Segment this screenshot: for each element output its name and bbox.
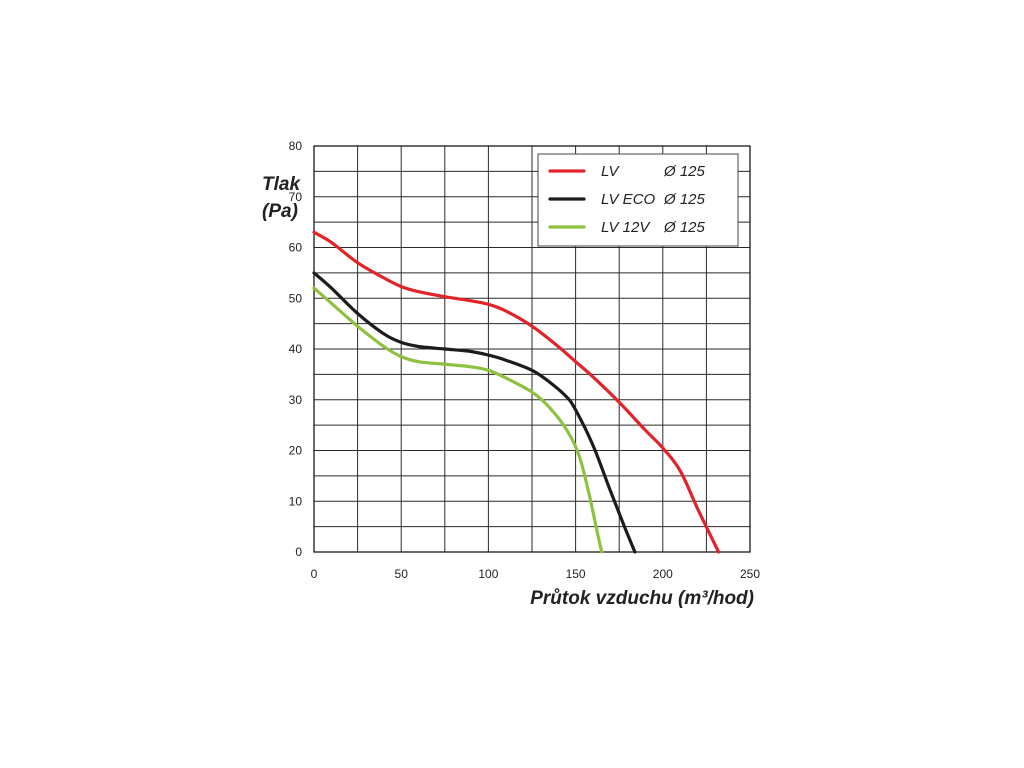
- y-tick-label: 60: [289, 241, 303, 255]
- y-tick-label: 20: [289, 444, 303, 458]
- plot-frame: [313, 145, 751, 553]
- grid: [313, 145, 751, 553]
- series-line-1: [312, 230, 721, 554]
- x-tick-label: 150: [566, 567, 586, 581]
- legend-series-name-3: LV 12V: [601, 219, 651, 236]
- y-axis-title-line2: (Pa): [262, 201, 298, 222]
- legend: LV Ø 125 LV ECO Ø 125 LV 12V Ø 125: [537, 153, 739, 247]
- y-tick-label: 30: [289, 393, 303, 407]
- x-tick-label: 100: [478, 567, 498, 581]
- legend-series-name-1: LV: [601, 163, 621, 180]
- legend-series-diameter-2: Ø 125: [663, 191, 706, 208]
- x-tick-label: 250: [740, 567, 760, 581]
- y-axis-title-line1: Tlak: [262, 174, 301, 195]
- y-tick-label: 0: [295, 545, 302, 559]
- y-tick-label: 50: [289, 291, 303, 305]
- x-tick-label: 200: [653, 567, 673, 581]
- y-tick-label: 70: [289, 190, 303, 204]
- series-line-2: [312, 271, 637, 554]
- y-tick-label: 10: [289, 494, 303, 508]
- legend-series-diameter-3: Ø 125: [663, 219, 706, 236]
- x-tick-label: 50: [395, 567, 409, 581]
- x-axis-title: Průtok vzduchu (m³/hod): [530, 588, 754, 609]
- y-tick-label: 80: [289, 139, 303, 153]
- series-lines: [312, 230, 721, 554]
- y-tick-labels: 0 10 20 30 40 50 60 70 80: [289, 139, 303, 559]
- series-line-3: [312, 286, 604, 554]
- legend-series-diameter-1: Ø 125: [663, 163, 706, 180]
- x-tick-label: 0: [311, 567, 318, 581]
- x-tick-labels: 0 50 100 150 200 250: [311, 567, 761, 581]
- y-tick-label: 40: [289, 342, 303, 356]
- legend-series-name-2: LV ECO: [601, 191, 656, 208]
- legend-items: LV Ø 125 LV ECO Ø 125 LV 12V Ø 125: [548, 163, 706, 236]
